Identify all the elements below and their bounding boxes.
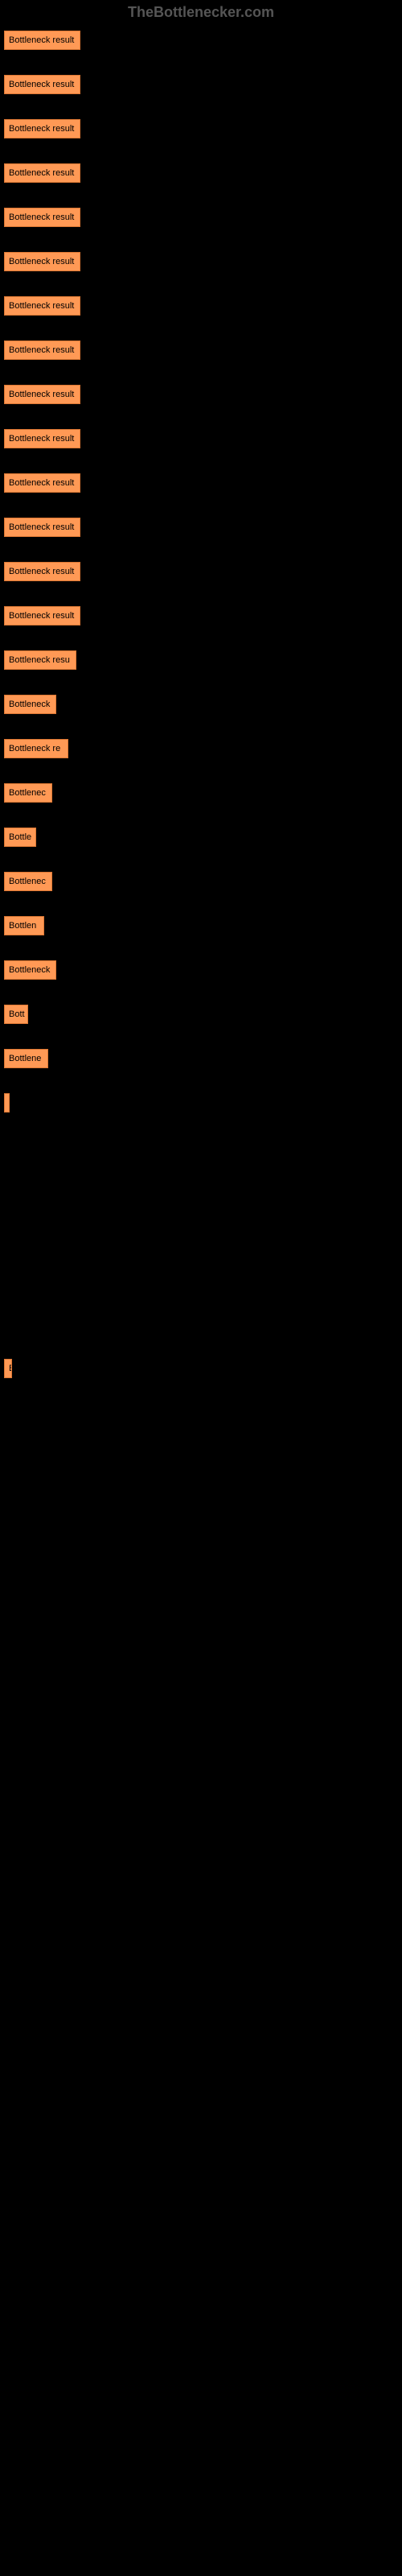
bar-row: Bottleneck result [4,29,398,73]
bar-label: Bottlene [9,1054,41,1063]
chart-bar: Bottlen [4,916,44,935]
bar-row: Bottleneck result [4,162,398,206]
bar-row: Bottleneck result [4,472,398,516]
bar-label: B [9,1364,12,1373]
bar-label: Bottleneck result [9,301,74,311]
chart-bar: Bottleneck resu [4,650,76,670]
chart-bar: Bottleneck [4,960,56,980]
bar-row: Bottleneck result [4,339,398,383]
chart-bar: Bottleneck result [4,518,80,537]
bar-row: Bottlenec [4,870,398,914]
bar-label: Bottleneck result [9,168,74,178]
site-header: TheBottlenecker.com [4,4,398,21]
chart-bar: Bottleneck result [4,252,80,271]
chart-bar: Bottleneck result [4,562,80,581]
bar-row: Bottleneck result [4,605,398,649]
bar-label: Bottleneck result [9,611,74,621]
chart-bar: Bottleneck result [4,606,80,625]
chart-bar: Bottleneck result [4,385,80,404]
chart-bar: Bottleneck result [4,341,80,360]
chart-bar: Bott [4,1005,28,1024]
bar-row [4,1269,398,1313]
chart-bar: Bottleneck result [4,473,80,493]
bar-row: Bottlen [4,914,398,959]
bar-label: Bott [9,1009,25,1019]
bar-row: Bottleneck resu [4,649,398,693]
chart-bar: Bottleneck result [4,75,80,94]
bar-row [4,1313,398,1357]
bar-row: B [4,1357,398,1402]
bar-row: Bottleneck result [4,295,398,339]
bar-row: Bottleneck result [4,383,398,427]
bar-label: Bottleneck result [9,478,74,488]
chart-bar: Bottlene [4,1049,48,1068]
chart-bar: Bottleneck re [4,739,68,758]
bar-label: Bottleneck re [9,744,60,753]
bar-row: Bottlene [4,1047,398,1092]
bar-row: Bottleneck re [4,737,398,782]
bar-label: Bottleneck result [9,80,74,89]
bar-label: Bottleneck result [9,390,74,399]
bar-label: Bottleneck [9,965,50,975]
bar-row: Bott [4,1003,398,1047]
bar-label: Bottleneck result [9,257,74,266]
chart-bar: B [4,1359,12,1378]
bar-label: Bottleneck resu [9,655,70,665]
bar-row [4,1136,398,1180]
bar-row [4,1224,398,1269]
chart-bar: Bottleneck result [4,296,80,316]
bar-row [4,1180,398,1224]
bar-label: Bottleneck result [9,345,74,355]
bar-label: Bottleneck result [9,522,74,532]
chart-bar [4,1093,10,1113]
bar-row: Bottleneck result [4,73,398,118]
bar-row: Bottleneck [4,959,398,1003]
bar-row: Bottleneck result [4,560,398,605]
chart-bar: Bottleneck [4,695,56,714]
bar-row [4,1092,398,1136]
bar-chart: Bottleneck result Bottleneck result Bottle… [4,29,398,1402]
bar-label: Bottleneck result [9,434,74,444]
bar-label: Bottleneck result [9,567,74,576]
bar-row: Bottleneck result [4,118,398,162]
bar-label: Bottle [9,832,31,842]
bar-row: Bottleneck result [4,516,398,560]
bar-label: Bottleneck result [9,124,74,134]
bar-label: Bottleneck [9,700,50,709]
chart-bar: Bottleneck result [4,208,80,227]
chart-bar: Bottleneck result [4,429,80,448]
bar-row: Bottleneck result [4,250,398,295]
chart-bar: Bottleneck result [4,31,80,50]
bar-row: Bottleneck result [4,206,398,250]
bar-label: Bottleneck result [9,213,74,222]
bar-label: Bottlenec [9,877,46,886]
bar-label: Bottleneck result [9,35,74,45]
bar-row: Bottlenec [4,782,398,826]
bar-label: Bottlenec [9,788,46,798]
chart-bar: Bottlenec [4,783,52,803]
chart-bar: Bottleneck result [4,119,80,138]
chart-bar: Bottlenec [4,872,52,891]
chart-bar: Bottle [4,828,36,847]
bar-label: Bottlen [9,921,36,931]
bar-row: Bottle [4,826,398,870]
bar-row: Bottleneck [4,693,398,737]
chart-bar: Bottleneck result [4,163,80,183]
bar-row: Bottleneck result [4,427,398,472]
